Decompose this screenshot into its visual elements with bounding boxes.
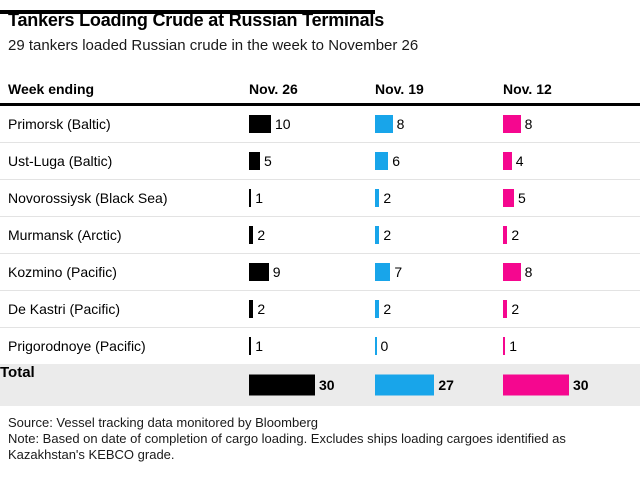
column-header-nov-19: Nov. 19 [375,81,424,97]
bar-nov-26 [249,300,254,318]
row-label: Ust-Luga (Baltic) [8,153,113,169]
bar-nov-12 [503,374,569,396]
bar-value-label: 30 [319,377,335,393]
bar-value-label: 7 [394,264,403,280]
bar-value-label: 10 [275,116,291,132]
source-note: Source: Vessel tracking data monitored b… [8,415,319,430]
row-label: Murmansk (Arctic) [8,227,122,243]
chart-footer: Source: Vessel tracking data monitored b… [8,415,608,463]
row-label: Novorossiysk (Black Sea) [8,190,168,206]
column-header-nov-26: Nov. 26 [249,81,298,97]
bar-nov-26 [249,115,271,133]
bar-value-label: 0 [380,338,389,354]
bar-nov-12 [503,300,508,318]
row-label: Primorsk (Baltic) [8,116,111,132]
bar-nov-19 [375,374,435,396]
bar-nov-26 [249,374,315,396]
bar-value-label: 1 [255,338,263,354]
bar-nov-26 [249,189,252,207]
chart-subtitle: 29 tankers loaded Russian crude in the w… [8,37,419,54]
bar-nov-26 [249,226,254,244]
table-row: Prigorodnoye (Pacific) 1 0 1 [0,328,640,364]
bar-nov-19 [375,337,377,355]
top-accent-bar [0,10,375,14]
bar-value-label: 8 [524,116,533,132]
bar-nov-19 [375,226,380,244]
bar-value-label: 9 [272,264,281,280]
bar-value-label: 2 [511,227,520,243]
week-ending-header: Week ending [8,81,95,97]
page-title: Tankers Loading Crude at Russian Termina… [8,10,385,30]
bar-nov-19 [375,263,391,281]
bar-nov-12 [503,115,521,133]
bar-value-label: 2 [383,227,392,243]
header-divider [0,103,640,106]
table-row: Novorossiysk (Black Sea) 1 2 5 [0,180,640,217]
table-row: De Kastri (Pacific) 2 2 2 [0,291,640,328]
table-body: Primorsk (Baltic) 10 8 8 Ust-Luga (Baltic) 5 6… [0,106,640,364]
bar-nov-26 [249,337,252,355]
table-row: Ust-Luga (Baltic) 5 6 4 [0,143,640,180]
bar-nov-12 [503,189,514,207]
bar-value-label: 2 [257,227,266,243]
bar-value-label: 1 [509,338,517,354]
row-label: Prigorodnoye (Pacific) [8,338,146,354]
bar-value-label: 27 [438,377,454,393]
bar-nov-12 [503,337,506,355]
bar-value-label: 5 [518,190,526,206]
bar-nov-12 [503,226,508,244]
row-label: De Kastri (Pacific) [8,301,121,317]
bar-value-label: 2 [511,301,520,317]
bar-value-label: 30 [573,377,589,393]
bar-value-label: 2 [383,190,392,206]
bar-nov-26 [249,152,260,170]
bar-nov-19 [375,300,380,318]
total-label: Total [0,364,35,381]
bar-value-label: 8 [396,116,405,132]
bar-nov-26 [249,263,269,281]
table-row: Murmansk (Arctic) 2 2 2 [0,217,640,254]
row-label: Kozmino (Pacific) [8,264,117,280]
bar-value-label: 4 [515,153,524,169]
table-row: Kozmino (Pacific) 9 7 8 [0,254,640,291]
table-row: Primorsk (Baltic) 10 8 8 [0,106,640,143]
bar-nov-12 [503,152,512,170]
bar-nov-12 [503,263,521,281]
total-row: Total 30 27 30 [0,364,640,406]
bar-value-label: 2 [257,301,266,317]
bar-nov-19 [375,115,393,133]
column-header-nov-12: Nov. 12 [503,81,552,97]
bar-nov-19 [375,152,389,170]
bar-value-label: 8 [524,264,533,280]
bar-value-label: 6 [392,153,400,169]
table-header-row: Week ending Nov. 26 Nov. 19 Nov. 12 [0,78,640,102]
bar-nov-19 [375,189,380,207]
bar-value-label: 1 [255,190,263,206]
bar-value-label: 5 [264,153,272,169]
bar-value-label: 2 [383,301,392,317]
methodology-note: Note: Based on date of completion of car… [8,431,566,462]
